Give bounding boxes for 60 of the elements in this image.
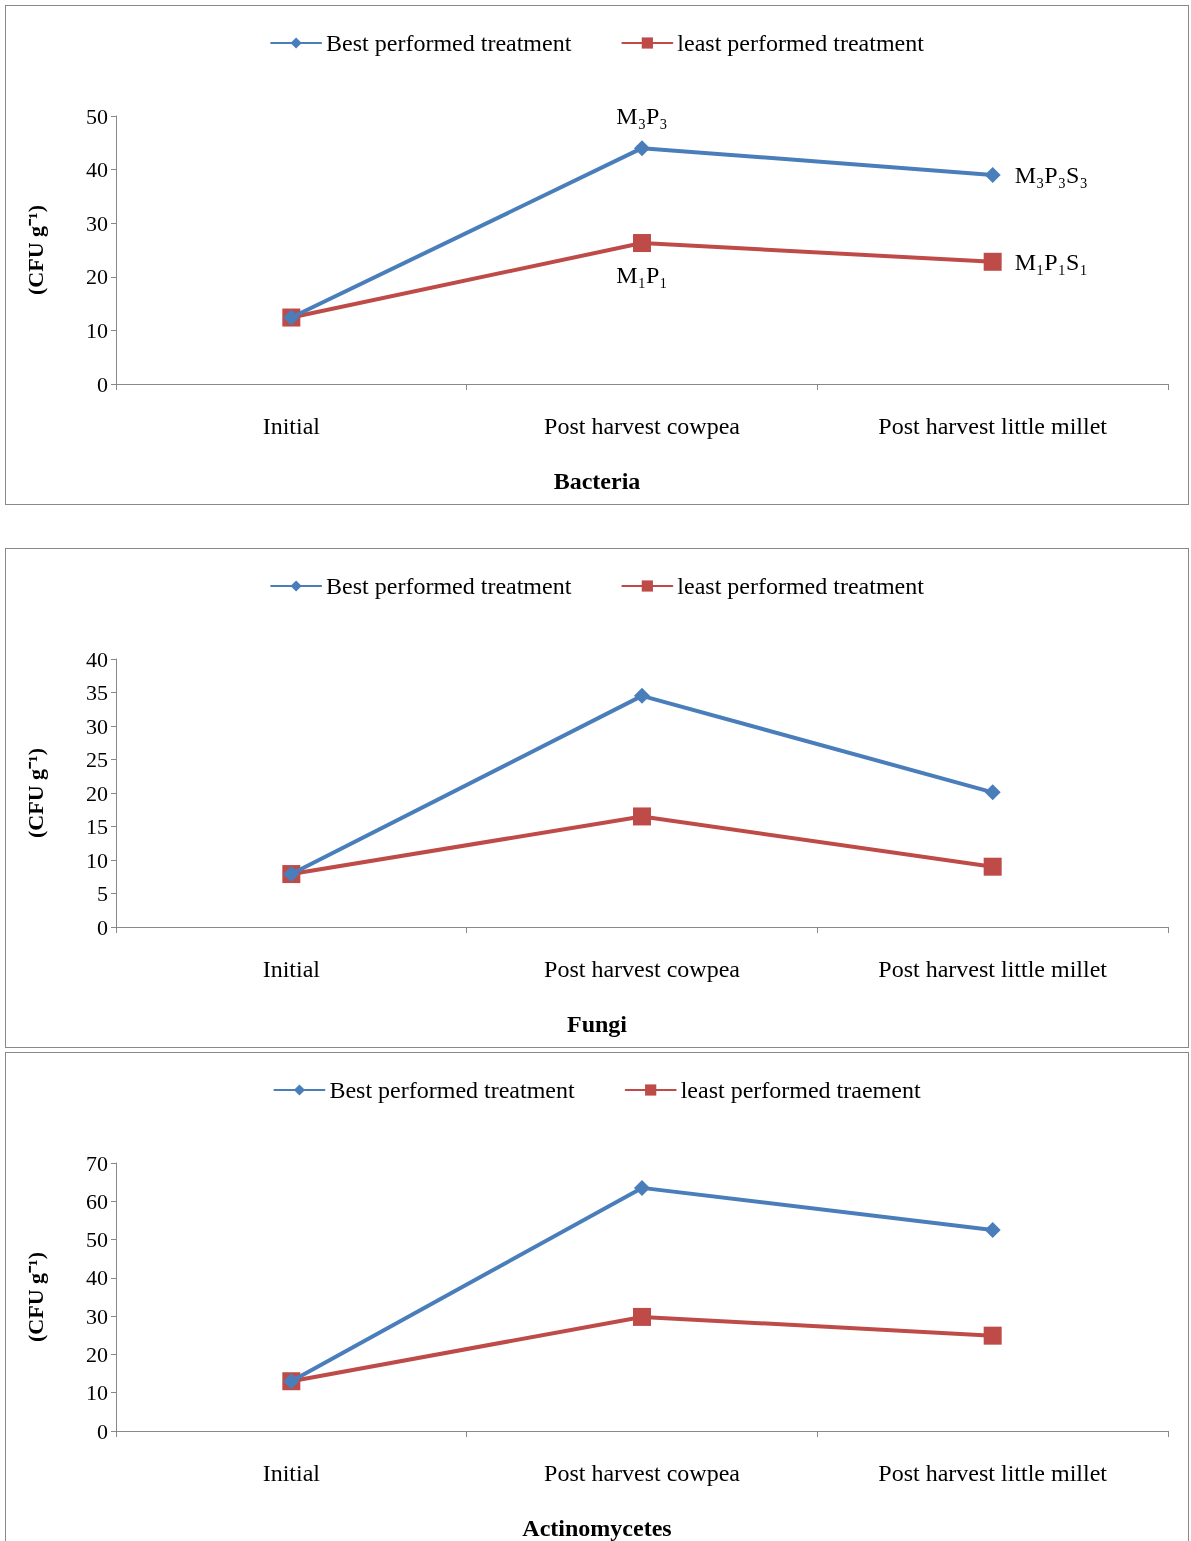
x-tick-label: Initial [262, 1460, 321, 1486]
legend-label: Best performed treatment [329, 1077, 576, 1103]
point [633, 1307, 651, 1326]
text: Actinomycetes [522, 1515, 672, 1541]
point [984, 166, 1001, 183]
x-tick-label: Initial [262, 956, 321, 982]
y-tick-label: 35 [86, 680, 108, 705]
y-tick-label: 70 [86, 1150, 108, 1176]
x-tick-label: Post harvest cowpea [544, 956, 741, 982]
text: Bacteria [553, 468, 641, 494]
y-tick-label: 30 [86, 210, 108, 236]
y-tick-label: 25 [86, 747, 108, 772]
point [634, 140, 650, 157]
y-tick-label: 10 [86, 317, 108, 343]
y-tick-label: 15 [86, 814, 108, 839]
y-tick-label: 40 [86, 1265, 108, 1291]
y-tick-label: 50 [86, 1227, 108, 1253]
point [633, 234, 651, 253]
x-tick-label: Post harvest cowpea [544, 1460, 741, 1486]
x-tick-label: Post harvest little millet [878, 413, 1108, 439]
y-tick-label: 30 [86, 1303, 108, 1329]
y-tick-label: 0 [97, 914, 108, 940]
legend-label: least performed traement [680, 1077, 921, 1103]
legend-label: Best performed treatment [326, 573, 572, 599]
y-axis-title: (CFU g⁻¹) [22, 748, 48, 838]
y-tick-label: 0 [97, 1418, 108, 1444]
x-tick-label: Post harvest little millet [878, 956, 1108, 982]
point [984, 784, 1001, 801]
y-tick-label: 10 [86, 847, 108, 873]
y-tick-label: 20 [86, 264, 108, 290]
x-tick-label: Initial [262, 413, 321, 439]
text: Fungi [566, 1011, 628, 1037]
legend-label: least performed treatment [677, 30, 925, 56]
legend-label: Best performed treatment [326, 30, 572, 56]
point [984, 1222, 1001, 1238]
y-tick-label: 50 [86, 103, 108, 129]
x-tick-label: Post harvest cowpea [544, 413, 741, 439]
y-axis-title: (CFU g⁻¹) [22, 1252, 48, 1342]
annotation: M₁P₁ [616, 262, 668, 289]
point [634, 1179, 650, 1196]
annotation: M₁P₁S₁ [1014, 248, 1088, 275]
x-tick-label: Post harvest little millet [878, 1460, 1108, 1486]
point [983, 1326, 1002, 1345]
y-tick-label: 20 [86, 780, 108, 806]
annotation: M₃P₃S₃ [1014, 161, 1088, 188]
y-tick-label: 0 [97, 371, 108, 397]
annotation: M₃P₃ [616, 103, 668, 130]
y-axis-title: (CFU g⁻¹) [22, 205, 48, 295]
point [983, 857, 1002, 876]
y-tick-label: 30 [86, 713, 108, 739]
y-tick-label: 40 [86, 157, 108, 183]
legend-label: least performed treatment [677, 573, 925, 599]
point [983, 252, 1002, 271]
y-tick-label: 40 [86, 646, 108, 672]
y-tick-label: 10 [86, 1380, 108, 1406]
y-tick-label: 60 [86, 1188, 108, 1214]
point [633, 807, 651, 826]
y-tick-label: 5 [97, 881, 108, 906]
point [634, 687, 650, 704]
y-tick-label: 20 [86, 1341, 108, 1367]
